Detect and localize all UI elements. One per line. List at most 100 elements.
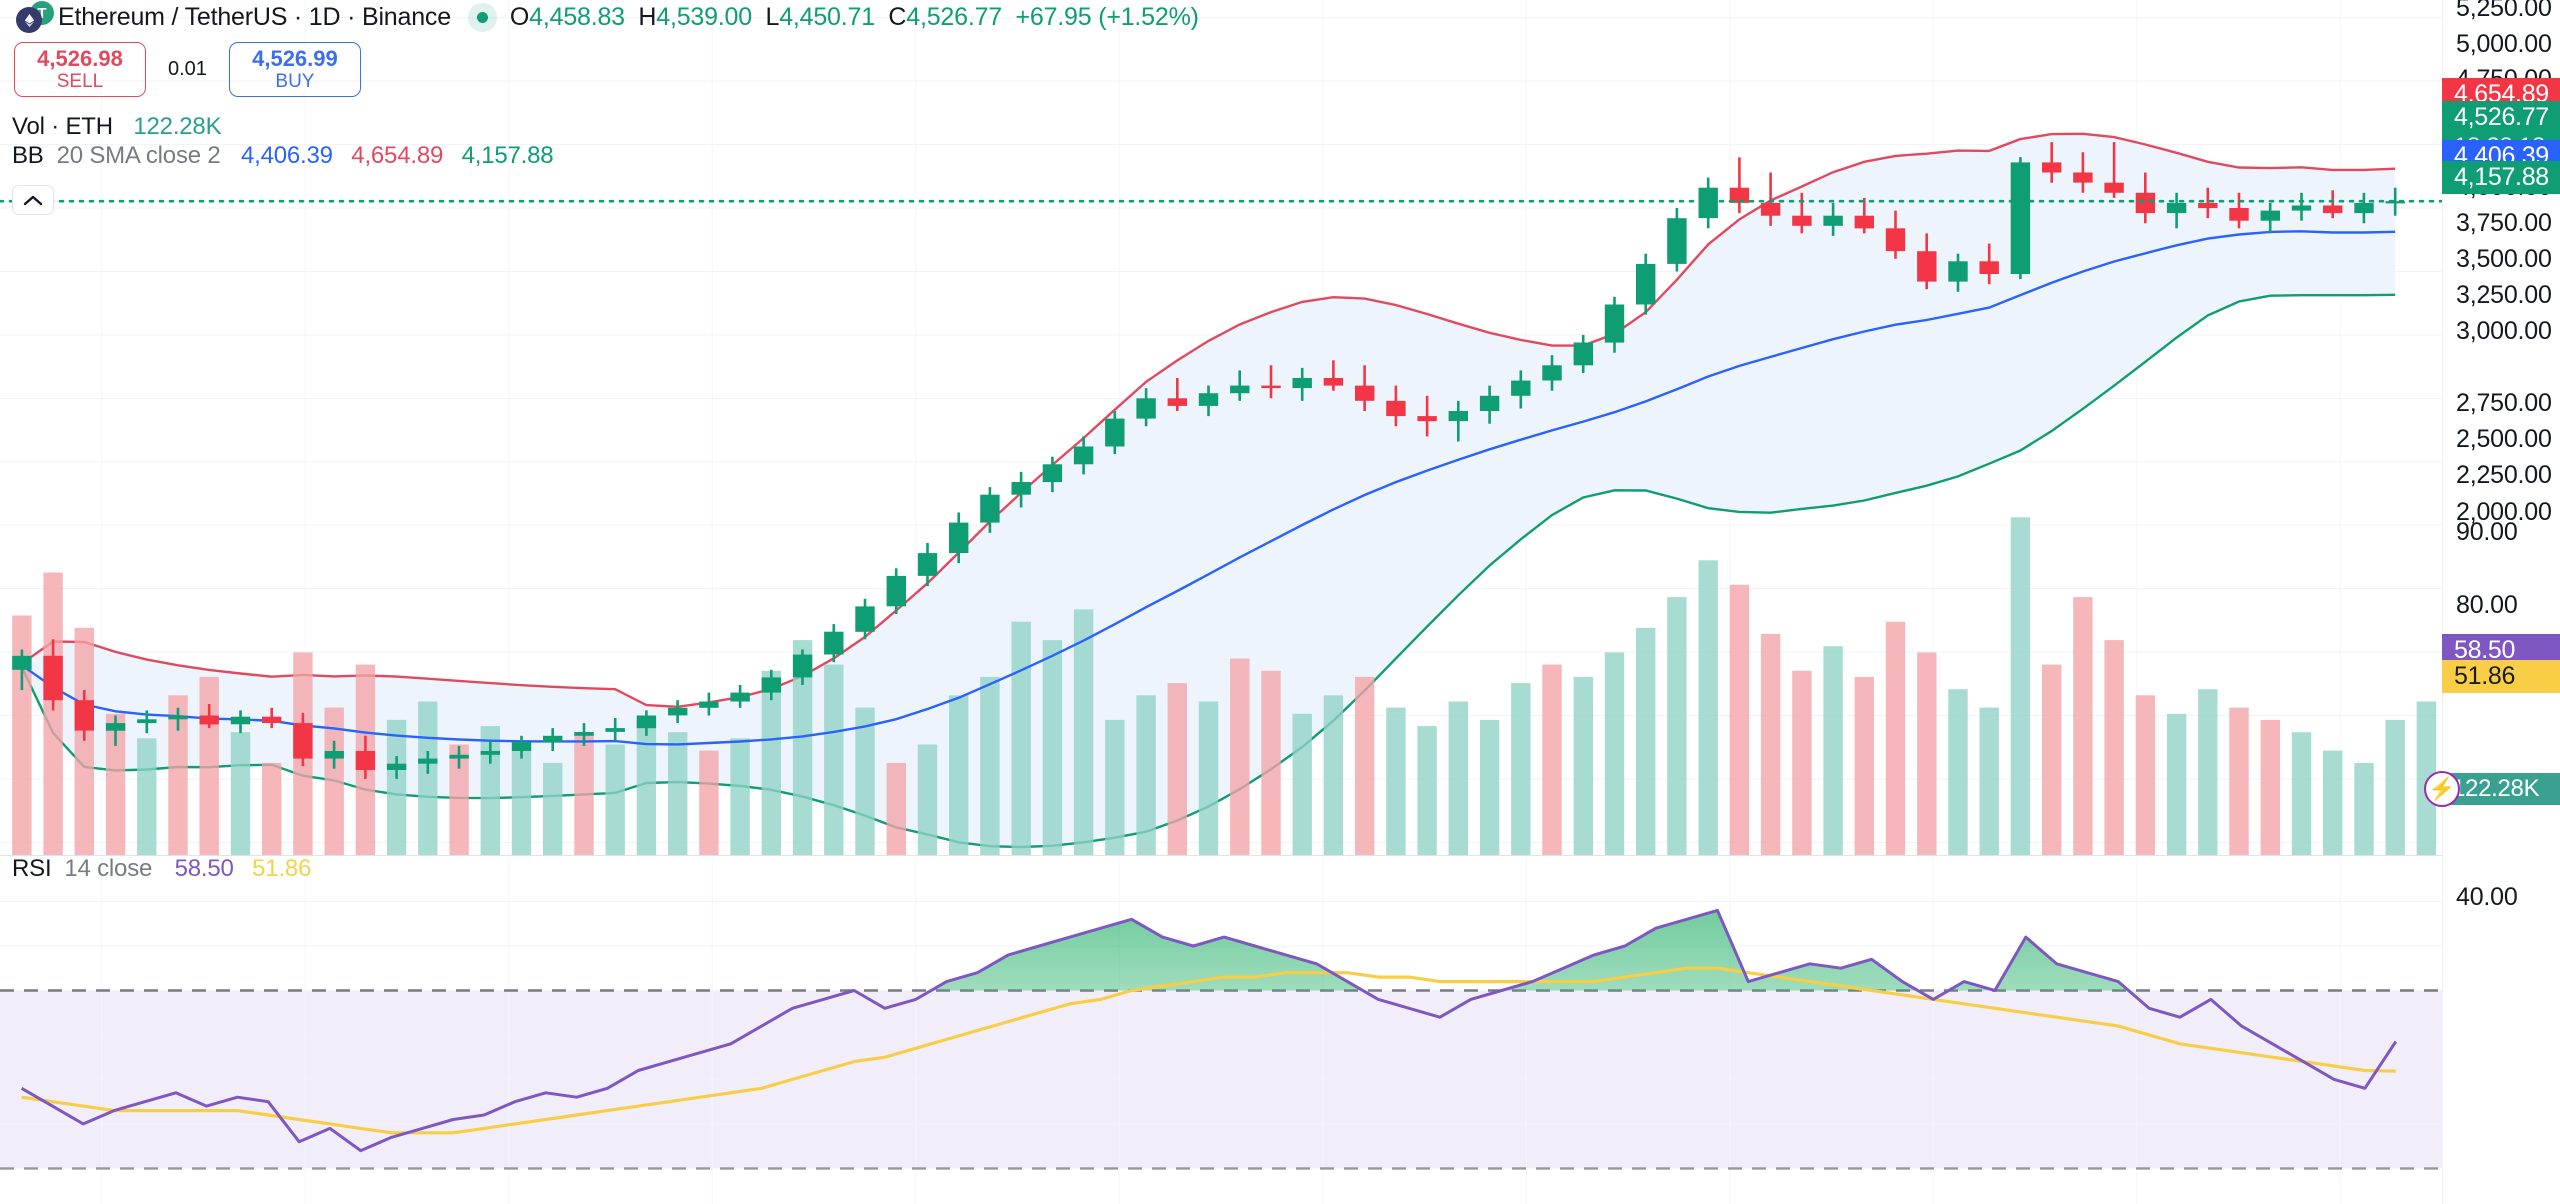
- chevron-up-icon: [23, 195, 43, 205]
- volume-bar: [1073, 609, 1094, 855]
- candle-body: [293, 723, 313, 759]
- volume-bar: [824, 664, 844, 855]
- volume-bar: [1604, 652, 1625, 855]
- volume-bar: [511, 750, 532, 855]
- candle-body: [1417, 416, 1437, 422]
- collapse-legend-button[interactable]: [12, 185, 54, 215]
- candle-body: [168, 715, 188, 720]
- candle-body: [449, 754, 469, 759]
- candle-body: [792, 654, 813, 678]
- candle-body: [668, 707, 688, 716]
- volume-bar: [1011, 621, 1031, 855]
- volume-bar: [1198, 701, 1219, 855]
- price-chart-svg: [0, 0, 2442, 855]
- candle-body: [2042, 162, 2062, 173]
- volume-legend-value: 122.28K: [133, 113, 222, 140]
- rsi-ma-value: 51.86: [252, 855, 312, 882]
- candle-body: [418, 758, 438, 764]
- axis-tick-label: 3,250.00: [2456, 281, 2552, 309]
- buy-sell-widget[interactable]: 4,526.98 SELL 0.01 4,526.99 BUY: [14, 42, 361, 97]
- axis-tick-label: 2,500.00: [2456, 425, 2552, 453]
- volume-axis-badge[interactable]: 122.28K: [2442, 773, 2560, 805]
- axis-tick-label: 80.00: [2456, 591, 2518, 619]
- volume-bar: [324, 707, 344, 855]
- candle-body: [1386, 400, 1406, 417]
- candle-body: [574, 732, 594, 736]
- spread-value: 0.01: [168, 58, 207, 80]
- sell-price: 4,526.98: [37, 45, 123, 71]
- volume-bar: [1230, 658, 1250, 855]
- volume-bar: [2291, 732, 2312, 855]
- candle-body: [105, 723, 126, 731]
- candle-body: [2166, 203, 2187, 214]
- candle-body: [12, 655, 32, 670]
- volume-bar: [1729, 584, 1750, 855]
- ethereum-diamond-icon: [24, 13, 34, 27]
- volume-legend[interactable]: Vol · ETH 122.28K: [12, 113, 222, 141]
- volume-bar: [449, 744, 469, 855]
- bb-upper-value: 4,654.89: [351, 142, 444, 169]
- volume-bar: [12, 615, 32, 855]
- bollinger-bands-legend[interactable]: BB 20 SMA close 2 4,406.39 4,654.89 4,15…: [12, 142, 554, 170]
- volume-bar: [1167, 683, 1187, 855]
- candle-body: [262, 716, 282, 723]
- rsi-panel[interactable]: [0, 857, 2442, 1204]
- close-value: 4,526.77: [906, 2, 1002, 31]
- buy-button[interactable]: 4,526.99 BUY: [228, 42, 361, 97]
- volume-bar: [2104, 640, 2124, 855]
- candle-body: [1105, 418, 1125, 447]
- candle-body: [1198, 393, 1219, 406]
- candle-body: [1511, 380, 1531, 396]
- volume-bar: [1355, 676, 1375, 855]
- volume-bar: [2166, 713, 2187, 855]
- candle-body: [1823, 215, 1843, 226]
- candle-body: [137, 719, 157, 724]
- candle-body: [2010, 162, 2031, 274]
- volume-bar: [543, 762, 563, 855]
- candle-body: [1167, 398, 1187, 406]
- badge-value: 4,526.77: [2454, 103, 2549, 131]
- candle-body: [1542, 365, 1562, 381]
- bb-name: BB: [12, 142, 44, 169]
- candle-body: [1479, 395, 1500, 411]
- candle-body: [636, 715, 657, 729]
- candle-body: [1979, 261, 1999, 274]
- page-title[interactable]: Ethereum / TetherUS · 1D · Binance: [58, 2, 451, 31]
- volume-bar: [2135, 695, 2156, 855]
- axis-tick-label: 2,750.00: [2456, 389, 2552, 417]
- volume-bar: [262, 762, 282, 855]
- volume-bar: [2323, 750, 2343, 855]
- candle-body: [1261, 385, 1281, 389]
- sell-button[interactable]: 4,526.98 SELL: [14, 42, 146, 97]
- candle-body: [324, 751, 344, 759]
- volume-bar: [1417, 726, 1437, 855]
- rsi-params: 14 close: [64, 855, 153, 882]
- bollinger-basis-line: [21, 230, 2396, 746]
- volume-bar: [1948, 689, 1968, 855]
- volume-bar: [1667, 597, 1687, 855]
- axis-tick-label: 3,500.00: [2456, 245, 2552, 273]
- lightning-bolt-icon[interactable]: ⚡: [2424, 771, 2460, 807]
- price-axis[interactable]: 5,250.005,000.004,750.004,000.003,750.00…: [2442, 0, 2560, 1204]
- low-label: L: [765, 2, 780, 31]
- rsi-overbought-area: [21, 910, 2396, 991]
- chart-title-row: Ethereum / TetherUS · 1D · Binance O4,45…: [14, 0, 1199, 34]
- axis-tick-label: 5,000.00: [2456, 30, 2552, 58]
- bb-lower-badge[interactable]: 4,157.88: [2442, 161, 2560, 194]
- volume-bar: [1854, 676, 1874, 855]
- candle-body: [1448, 411, 1468, 422]
- rsi-ma-badge[interactable]: 51.86: [2442, 660, 2560, 693]
- volume-bar: [386, 719, 407, 855]
- bollinger-band-fill: [21, 133, 2396, 848]
- volume-bar: [1885, 621, 1906, 855]
- volume-bar: [980, 676, 1000, 855]
- rsi-legend[interactable]: RSI 14 close 58.50 51.86: [12, 855, 311, 883]
- candle-body: [480, 751, 500, 755]
- ohlc-values: O4,458.83 H4,539.00 L4,450.71 C4,526.77 …: [510, 3, 1199, 32]
- volume-bar: [574, 732, 594, 855]
- candle-body: [230, 716, 251, 725]
- candle-body: [2385, 201, 2405, 204]
- volume-bar: [2385, 719, 2405, 855]
- price-panel[interactable]: [0, 0, 2442, 855]
- rsi-name: RSI: [12, 855, 52, 882]
